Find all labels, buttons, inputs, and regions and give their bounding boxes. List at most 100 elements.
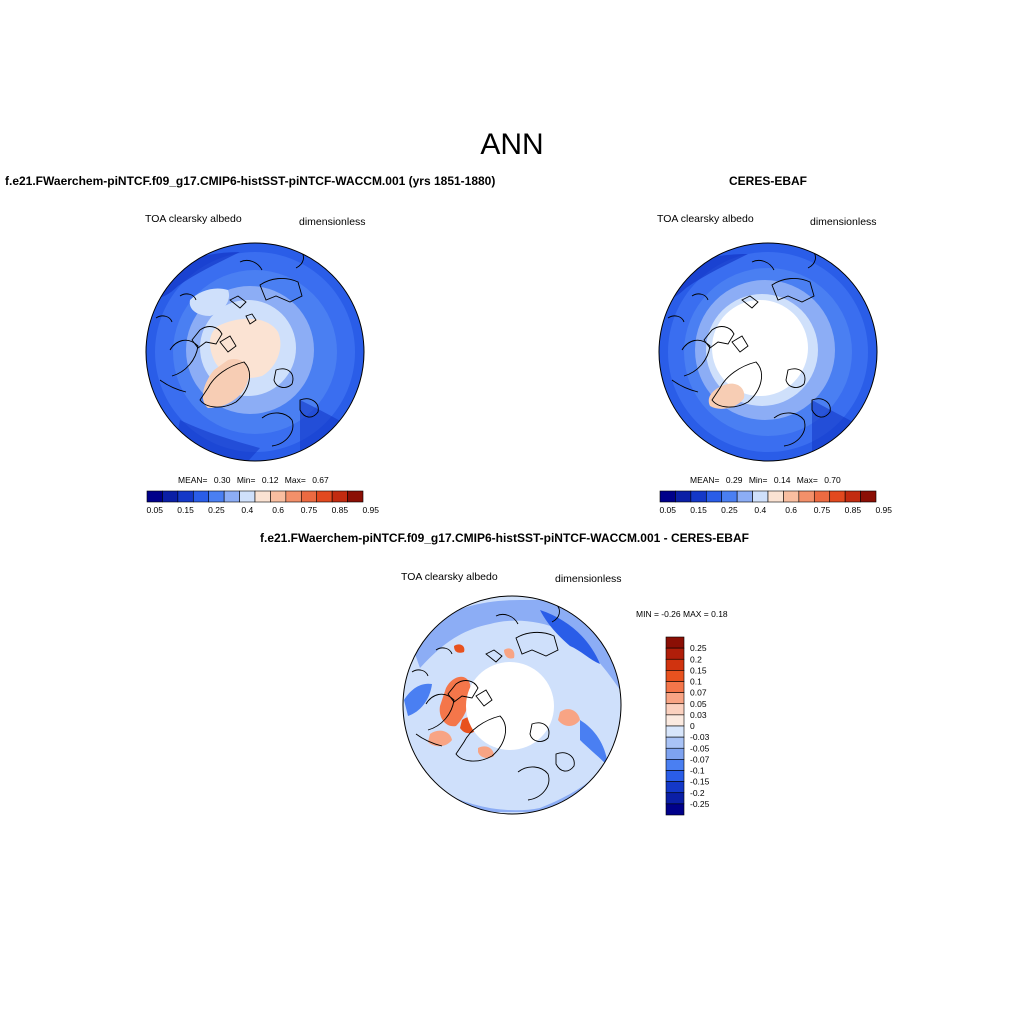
panel3-colorbar-swatch xyxy=(665,670,685,682)
panel1-map xyxy=(146,243,364,461)
panel3-colorbar-swatch xyxy=(665,725,685,738)
panel3-colorbar-tick-label: 0.2 xyxy=(690,654,702,664)
panel3-colorbar-swatch xyxy=(665,681,685,693)
panel3-colorbar-swatch xyxy=(665,736,685,749)
panel2-map-border xyxy=(658,242,878,462)
panel3-colorbar-swatch xyxy=(665,770,685,782)
panel1-colorbar-tick-label: 0.6 xyxy=(272,505,284,515)
panel1-max-value: 0.67 xyxy=(312,475,329,485)
panel1-colorbar-swatch xyxy=(254,490,271,503)
panel3-map xyxy=(403,596,621,814)
panel1-colorbar-swatch xyxy=(285,490,302,503)
panel1-colorbar-tick-label: 0.85 xyxy=(332,505,349,515)
panel3-variable-label: TOA clearsky albedo xyxy=(401,571,498,583)
panel3-colorbar-tick-label: 0.07 xyxy=(690,688,707,698)
panel1-colorbar-swatch xyxy=(331,490,348,503)
panel2-colorbar-swatch xyxy=(705,490,723,503)
panel3-colorbar: 0.250.20.150.10.070.050.030-0.03-0.05-0.… xyxy=(665,636,710,816)
panel3-coastlines xyxy=(411,603,575,801)
panel2-mean-value: 0.29 xyxy=(725,475,743,485)
panel3-units-label: dimensionless xyxy=(555,573,622,585)
panel2-min-label: Min= xyxy=(748,475,768,485)
panel3-colorbar-swatch xyxy=(665,792,685,805)
panel3-colorbar-tick-label: -0.25 xyxy=(690,799,710,809)
panel1-coastlines xyxy=(155,249,319,447)
panel2-max-label: Max= xyxy=(796,475,818,485)
panel2-colorbar-tick-label: 0.05 xyxy=(659,505,676,515)
panel3-colorbar-swatch xyxy=(665,647,685,660)
panel3-colorbar-tick-label: -0.03 xyxy=(690,732,710,742)
panel1-colorbar-swatch xyxy=(146,490,163,503)
panel3-colorbar-swatch xyxy=(665,658,685,671)
panel1-colorbar-swatch xyxy=(223,490,240,503)
panel1-title: f.e21.FWaerchem-piNTCF.f09_g17.CMIP6-his… xyxy=(5,174,496,188)
panel1-map-border xyxy=(145,242,365,462)
panel1-colorbar-tick-label: 0.95 xyxy=(362,505,379,515)
panel1-max-label: Max= xyxy=(284,475,306,485)
panel2-mean-label: MEAN= xyxy=(690,475,720,485)
panel1-colorbar-swatch xyxy=(239,490,256,503)
panel2-max-value: 0.70 xyxy=(824,475,841,485)
panel3-map-border xyxy=(402,595,622,815)
panel3-colorbar-tick-label: 0.03 xyxy=(690,710,707,720)
panel2-stats: MEAN= 0.29 Min= 0.14 Max= 0.70 xyxy=(690,475,841,485)
panel1-colorbar-swatch xyxy=(192,490,210,503)
panel2-colorbar-tick-label: 0.6 xyxy=(785,505,797,515)
panel2-colorbar-swatch xyxy=(798,490,815,503)
panel3-colorbar-tick-label: 0.25 xyxy=(690,643,707,653)
panel1-colorbar: 0.05 0.15 0.25 0.4 0.6 0.75 0.85 0.95 xyxy=(146,490,379,515)
panel1-min-value: 0.12 xyxy=(261,475,279,485)
panel1-colorbar-tick-label: 0.75 xyxy=(301,505,318,515)
panel1-mean-label: MEAN= xyxy=(178,475,208,485)
panel2-colorbar-tick-label: 0.85 xyxy=(845,505,862,515)
panel2-colorbar-tick-label: 0.4 xyxy=(754,505,766,515)
panel2-colorbar-swatch xyxy=(860,490,877,503)
panel3-colorbar-tick-label: -0.15 xyxy=(690,777,710,787)
panel2-map xyxy=(659,243,877,461)
panel1-stats: MEAN= 0.30 Min= 0.12 Max= 0.67 xyxy=(178,475,329,485)
panel2-colorbar-swatch xyxy=(752,490,769,503)
panel3-colorbar-swatch xyxy=(665,714,685,727)
panel3-colorbar-swatch xyxy=(665,692,685,705)
panel2-colorbar-tick-label: 0.75 xyxy=(814,505,831,515)
panel2-colorbar-swatch xyxy=(659,490,676,503)
panel2-colorbar-swatch xyxy=(767,490,784,503)
panel2-colorbar-tick-label: 0.25 xyxy=(721,505,738,515)
panel3-colorbar-tick-label: -0.1 xyxy=(690,766,705,776)
panel2-colorbar-swatch xyxy=(829,490,846,503)
panel3-colorbar-tick-label: -0.2 xyxy=(690,788,705,798)
panel2-colorbar-tick-label: 0.15 xyxy=(690,505,707,515)
panel3-colorbar-tick-label: -0.07 xyxy=(690,754,710,764)
panel2-units-label: dimensionless xyxy=(810,216,877,228)
panel3-colorbar-tick-label: 0.1 xyxy=(690,677,702,687)
panel3-colorbar-swatch xyxy=(665,703,685,716)
panel1-min-label: Min= xyxy=(236,475,256,485)
panel3-colorbar-tick-label: 0.05 xyxy=(690,699,707,709)
panel1-colorbar-tick-label: 0.25 xyxy=(208,505,225,515)
panel1-colorbar-tick-label: 0.05 xyxy=(146,505,163,515)
panel2-colorbar-swatch xyxy=(675,490,692,503)
panel1-colorbar-tick-label: 0.15 xyxy=(177,505,194,515)
panel1-colorbar-tick-label: 0.4 xyxy=(241,505,253,515)
panel1-colorbar-swatch xyxy=(162,490,179,503)
panel1-mean-value: 0.30 xyxy=(213,475,231,485)
panel2-variable-label: TOA clearsky albedo xyxy=(657,213,754,225)
panel1-colorbar-swatch xyxy=(347,490,364,503)
panel1-colorbar-swatch xyxy=(316,490,333,503)
panel2-colorbar-swatch xyxy=(783,490,800,503)
panel2-title: CERES-EBAF xyxy=(729,174,808,188)
panel1-units-label: dimensionless xyxy=(299,216,366,228)
panel3-colorbar-swatch xyxy=(665,759,685,771)
panel3-colorbar-swatch xyxy=(665,747,685,760)
panel2-colorbar-swatch xyxy=(721,490,738,503)
panel2-colorbar: 0.05 0.15 0.25 0.4 0.6 0.75 0.85 0.95 xyxy=(659,490,892,515)
panel1-colorbar-swatch xyxy=(300,490,318,503)
panel3-colorbar-swatch xyxy=(665,781,685,794)
main-title: ANN xyxy=(480,128,544,161)
panel3-colorbar-tick-label: -0.05 xyxy=(690,743,710,753)
panel2-colorbar-tick-label: 0.95 xyxy=(875,505,892,515)
panel1-colorbar-swatch xyxy=(208,490,225,503)
panel3-title: f.e21.FWaerchem-piNTCF.f09_g17.CMIP6-his… xyxy=(260,531,749,545)
